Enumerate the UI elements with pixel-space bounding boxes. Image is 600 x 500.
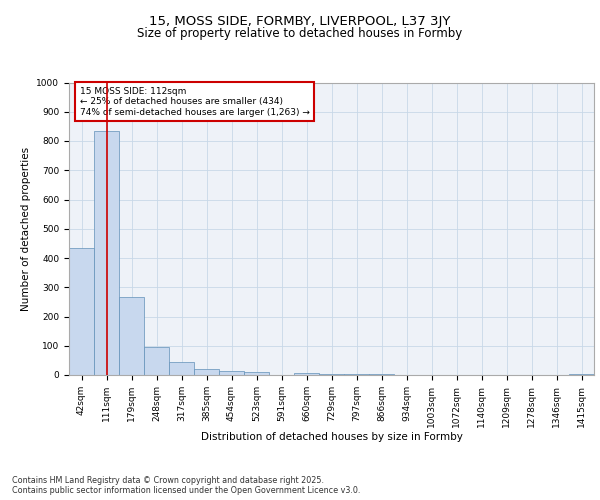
- Bar: [69, 248, 94, 375]
- Text: Size of property relative to detached houses in Formby: Size of property relative to detached ho…: [137, 28, 463, 40]
- Bar: [169, 362, 194, 375]
- Bar: [569, 374, 594, 375]
- Bar: [94, 132, 119, 375]
- Bar: [219, 370, 244, 375]
- Bar: [119, 298, 144, 375]
- Bar: [369, 374, 394, 375]
- Bar: [144, 346, 169, 375]
- Bar: [319, 374, 344, 375]
- Text: 15 MOSS SIDE: 112sqm
← 25% of detached houses are smaller (434)
74% of semi-deta: 15 MOSS SIDE: 112sqm ← 25% of detached h…: [79, 87, 310, 117]
- X-axis label: Distribution of detached houses by size in Formby: Distribution of detached houses by size …: [200, 432, 463, 442]
- Text: Contains HM Land Registry data © Crown copyright and database right 2025.
Contai: Contains HM Land Registry data © Crown c…: [12, 476, 361, 495]
- Bar: [244, 372, 269, 375]
- Text: 15, MOSS SIDE, FORMBY, LIVERPOOL, L37 3JY: 15, MOSS SIDE, FORMBY, LIVERPOOL, L37 3J…: [149, 15, 451, 28]
- Bar: [194, 369, 219, 375]
- Y-axis label: Number of detached properties: Number of detached properties: [21, 146, 31, 311]
- Bar: [294, 372, 319, 375]
- Bar: [344, 374, 369, 375]
